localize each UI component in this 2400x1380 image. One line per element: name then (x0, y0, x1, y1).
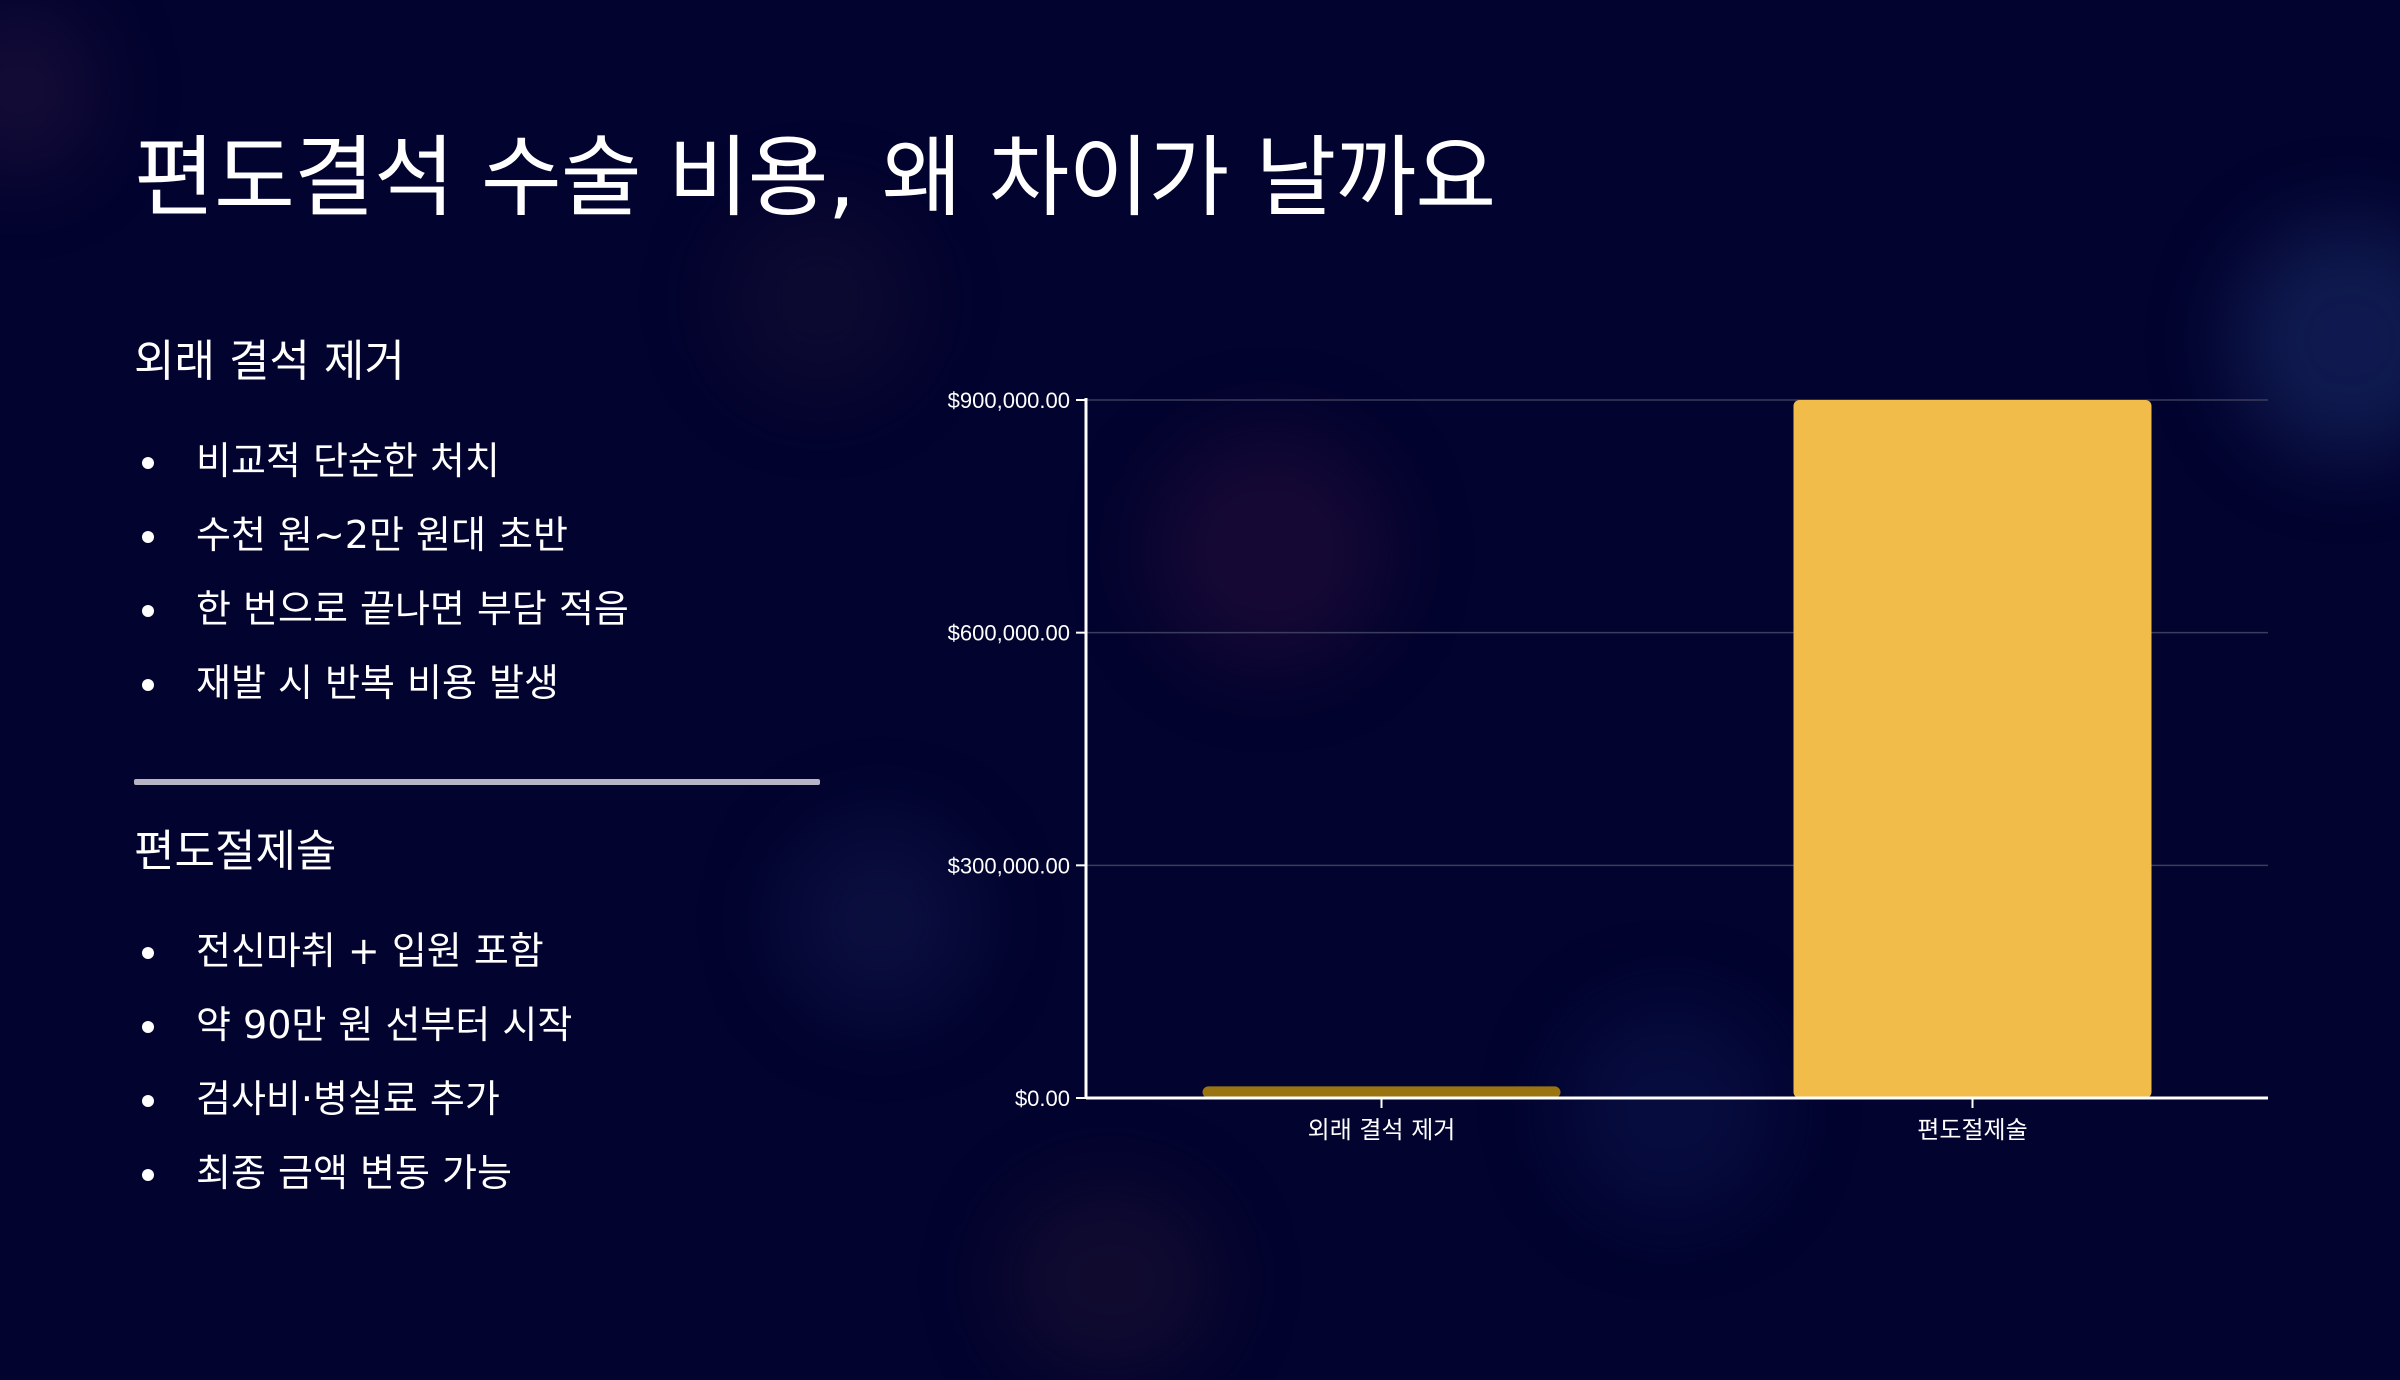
background-glow (1000, 1180, 1220, 1380)
list-item: 수천 원~2만 원대 초반 (134, 498, 629, 572)
outpatient-bullet-list: 비교적 단순한 처치 수천 원~2만 원대 초반 한 번으로 끝나면 부담 적음… (134, 424, 629, 720)
section-heading-tonsillectomy: 편도절제술 (134, 826, 337, 877)
list-item: 재발 시 반복 비용 발생 (134, 646, 629, 720)
bullet-icon (142, 457, 154, 469)
y-tick-label: $600,000.00 (948, 621, 1070, 646)
bullet-icon (142, 1169, 154, 1181)
list-item: 전신마취 + 입원 포함 (134, 914, 572, 988)
bullet-icon (142, 1095, 154, 1107)
bullet-icon (142, 531, 154, 543)
list-item: 검사비·병실료 추가 (134, 1062, 572, 1136)
list-item: 최종 금액 변동 가능 (134, 1136, 572, 1210)
background-glow (0, 0, 100, 180)
list-item-text: 약 90만 원 선부터 시작 (196, 1003, 573, 1047)
x-tick-label: 편도절제술 (1917, 1116, 2027, 1144)
slide-title: 편도결석 수술 비용, 왜 차이가 날까요 (134, 126, 1496, 229)
cost-comparison-chart: $0.00 $300,000.00 $600,000.00 $900,000.00 외래… (900, 370, 2300, 1160)
list-item-text: 재발 시 반복 비용 발생 (196, 661, 559, 705)
bar-2 (1793, 400, 2152, 1098)
bullet-icon (142, 605, 154, 617)
list-item-text: 한 번으로 끝나면 부담 적음 (196, 587, 629, 631)
y-tick-label: $0.00 (1015, 1086, 1070, 1111)
list-item: 비교적 단순한 처치 (134, 424, 629, 498)
bullet-icon (142, 1021, 154, 1033)
x-tick-label: 외래 결석 제거 (1308, 1116, 1456, 1144)
bar-1 (1202, 1086, 1561, 1098)
list-item: 한 번으로 끝나면 부담 적음 (134, 572, 629, 646)
list-item-text: 검사비·병실료 추가 (196, 1077, 500, 1121)
list-item-text: 수천 원~2만 원대 초반 (196, 513, 568, 557)
list-item-text: 전신마취 + 입원 포함 (196, 929, 544, 973)
bullet-icon (142, 947, 154, 959)
tonsillectomy-bullet-list: 전신마취 + 입원 포함 약 90만 원 선부터 시작 검사비·병실료 추가 최… (134, 914, 572, 1210)
list-item: 약 90만 원 선부터 시작 (134, 988, 572, 1062)
y-tick-label: $900,000.00 (948, 388, 1070, 413)
list-item-text: 비교적 단순한 처치 (196, 439, 500, 483)
bar-chart: $0.00 $300,000.00 $600,000.00 $900,000.00 외래… (948, 388, 2268, 1144)
section-heading-outpatient: 외래 결석 제거 (134, 336, 405, 387)
section-divider (134, 779, 820, 785)
list-item-text: 최종 금액 변동 가능 (196, 1151, 512, 1195)
y-tick-label: $300,000.00 (948, 853, 1070, 878)
bullet-icon (142, 679, 154, 691)
